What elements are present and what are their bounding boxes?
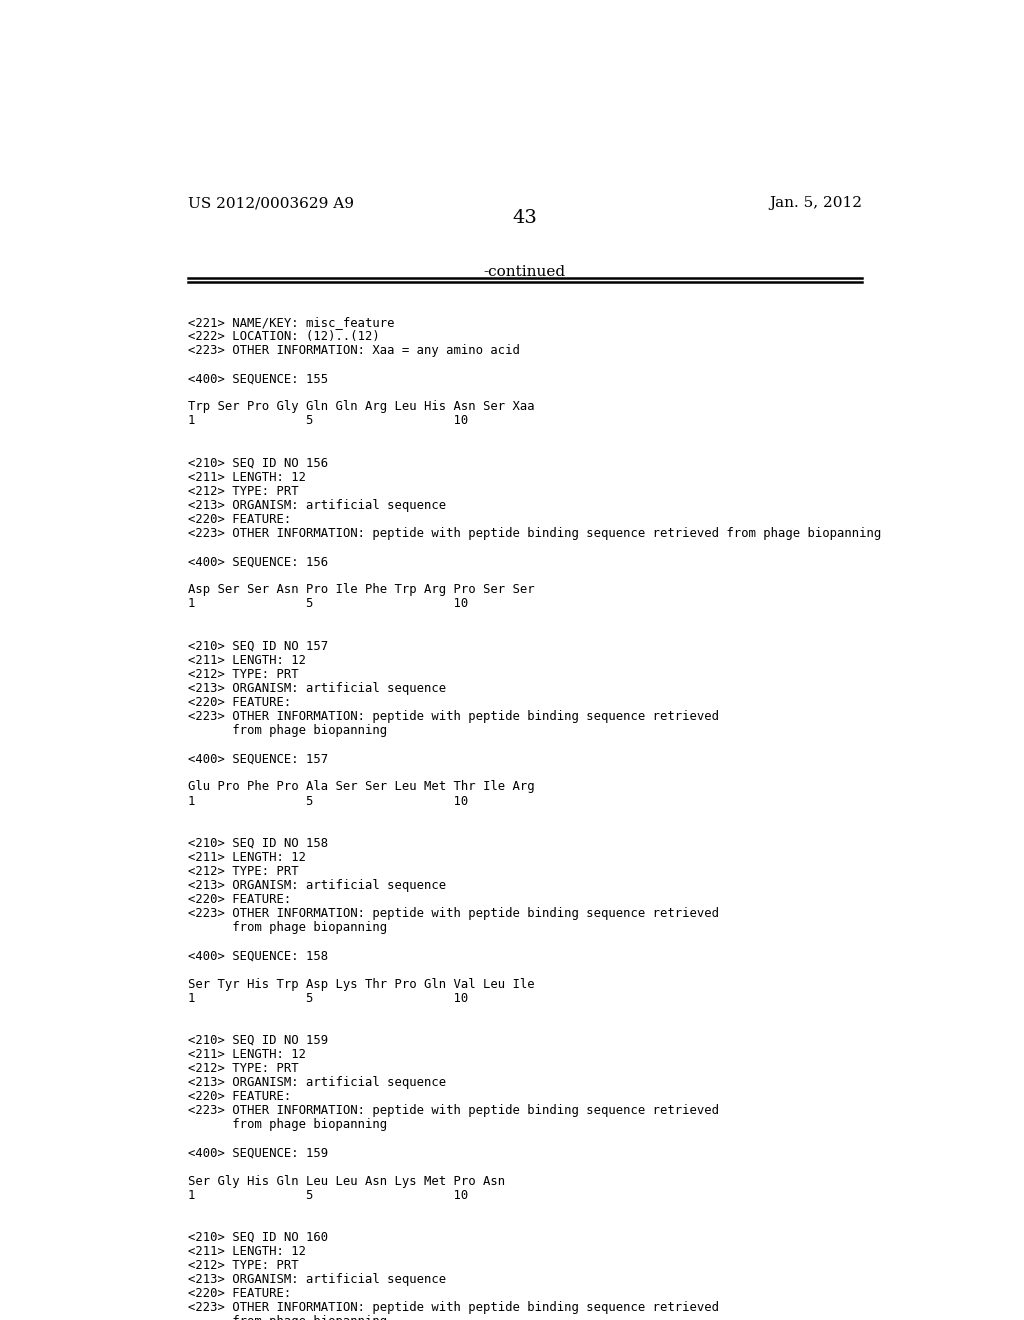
Text: <213> ORGANISM: artificial sequence: <213> ORGANISM: artificial sequence bbox=[187, 1274, 445, 1286]
Text: <211> LENGTH: 12: <211> LENGTH: 12 bbox=[187, 851, 305, 863]
Text: -continued: -continued bbox=[483, 265, 566, 279]
Text: <212> TYPE: PRT: <212> TYPE: PRT bbox=[187, 484, 298, 498]
Text: from phage biopanning: from phage biopanning bbox=[187, 1118, 387, 1131]
Text: 43: 43 bbox=[512, 210, 538, 227]
Text: <210> SEQ ID NO 158: <210> SEQ ID NO 158 bbox=[187, 837, 328, 850]
Text: <220> FEATURE:: <220> FEATURE: bbox=[187, 1090, 291, 1104]
Text: from phage biopanning: from phage biopanning bbox=[187, 921, 387, 935]
Text: <400> SEQUENCE: 155: <400> SEQUENCE: 155 bbox=[187, 372, 328, 385]
Text: <223> OTHER INFORMATION: Xaa = any amino acid: <223> OTHER INFORMATION: Xaa = any amino… bbox=[187, 345, 519, 358]
Text: <212> TYPE: PRT: <212> TYPE: PRT bbox=[187, 865, 298, 878]
Text: <213> ORGANISM: artificial sequence: <213> ORGANISM: artificial sequence bbox=[187, 499, 445, 512]
Text: <223> OTHER INFORMATION: peptide with peptide binding sequence retrieved: <223> OTHER INFORMATION: peptide with pe… bbox=[187, 1105, 719, 1117]
Text: US 2012/0003629 A9: US 2012/0003629 A9 bbox=[187, 195, 353, 210]
Text: <211> LENGTH: 12: <211> LENGTH: 12 bbox=[187, 653, 305, 667]
Text: <210> SEQ ID NO 159: <210> SEQ ID NO 159 bbox=[187, 1034, 328, 1047]
Text: Ser Tyr His Trp Asp Lys Thr Pro Gln Val Leu Ile: Ser Tyr His Trp Asp Lys Thr Pro Gln Val … bbox=[187, 978, 535, 990]
Text: <223> OTHER INFORMATION: peptide with peptide binding sequence retrieved: <223> OTHER INFORMATION: peptide with pe… bbox=[187, 710, 719, 723]
Text: <400> SEQUENCE: 157: <400> SEQUENCE: 157 bbox=[187, 752, 328, 766]
Text: Trp Ser Pro Gly Gln Gln Arg Leu His Asn Ser Xaa: Trp Ser Pro Gly Gln Gln Arg Leu His Asn … bbox=[187, 400, 535, 413]
Text: <212> TYPE: PRT: <212> TYPE: PRT bbox=[187, 1259, 298, 1272]
Text: <220> FEATURE:: <220> FEATURE: bbox=[187, 1287, 291, 1300]
Text: from phage biopanning: from phage biopanning bbox=[187, 1316, 387, 1320]
Text: <211> LENGTH: 12: <211> LENGTH: 12 bbox=[187, 471, 305, 484]
Text: Ser Gly His Gln Leu Leu Asn Lys Met Pro Asn: Ser Gly His Gln Leu Leu Asn Lys Met Pro … bbox=[187, 1175, 505, 1188]
Text: <210> SEQ ID NO 156: <210> SEQ ID NO 156 bbox=[187, 457, 328, 470]
Text: 1               5                   10: 1 5 10 bbox=[187, 991, 468, 1005]
Text: <210> SEQ ID NO 157: <210> SEQ ID NO 157 bbox=[187, 640, 328, 652]
Text: <222> LOCATION: (12)..(12): <222> LOCATION: (12)..(12) bbox=[187, 330, 379, 343]
Text: <213> ORGANISM: artificial sequence: <213> ORGANISM: artificial sequence bbox=[187, 1076, 445, 1089]
Text: <212> TYPE: PRT: <212> TYPE: PRT bbox=[187, 1063, 298, 1074]
Text: <221> NAME/KEY: misc_feature: <221> NAME/KEY: misc_feature bbox=[187, 315, 394, 329]
Text: <213> ORGANISM: artificial sequence: <213> ORGANISM: artificial sequence bbox=[187, 682, 445, 694]
Text: <220> FEATURE:: <220> FEATURE: bbox=[187, 696, 291, 709]
Text: <213> ORGANISM: artificial sequence: <213> ORGANISM: artificial sequence bbox=[187, 879, 445, 892]
Text: <210> SEQ ID NO 160: <210> SEQ ID NO 160 bbox=[187, 1232, 328, 1243]
Text: <400> SEQUENCE: 158: <400> SEQUENCE: 158 bbox=[187, 949, 328, 962]
Text: <220> FEATURE:: <220> FEATURE: bbox=[187, 513, 291, 527]
Text: Asp Ser Ser Asn Pro Ile Phe Trp Arg Pro Ser Ser: Asp Ser Ser Asn Pro Ile Phe Trp Arg Pro … bbox=[187, 583, 535, 597]
Text: <211> LENGTH: 12: <211> LENGTH: 12 bbox=[187, 1245, 305, 1258]
Text: Jan. 5, 2012: Jan. 5, 2012 bbox=[769, 195, 862, 210]
Text: <223> OTHER INFORMATION: peptide with peptide binding sequence retrieved: <223> OTHER INFORMATION: peptide with pe… bbox=[187, 907, 719, 920]
Text: <400> SEQUENCE: 156: <400> SEQUENCE: 156 bbox=[187, 556, 328, 568]
Text: Glu Pro Phe Pro Ala Ser Ser Leu Met Thr Ile Arg: Glu Pro Phe Pro Ala Ser Ser Leu Met Thr … bbox=[187, 780, 535, 793]
Text: <223> OTHER INFORMATION: peptide with peptide binding sequence retrieved from ph: <223> OTHER INFORMATION: peptide with pe… bbox=[187, 527, 881, 540]
Text: 1               5                   10: 1 5 10 bbox=[187, 598, 468, 610]
Text: <212> TYPE: PRT: <212> TYPE: PRT bbox=[187, 668, 298, 681]
Text: <223> OTHER INFORMATION: peptide with peptide binding sequence retrieved: <223> OTHER INFORMATION: peptide with pe… bbox=[187, 1302, 719, 1315]
Text: 1               5                   10: 1 5 10 bbox=[187, 414, 468, 428]
Text: <211> LENGTH: 12: <211> LENGTH: 12 bbox=[187, 1048, 305, 1061]
Text: from phage biopanning: from phage biopanning bbox=[187, 725, 387, 737]
Text: <400> SEQUENCE: 159: <400> SEQUENCE: 159 bbox=[187, 1147, 328, 1159]
Text: 1               5                   10: 1 5 10 bbox=[187, 795, 468, 808]
Text: <220> FEATURE:: <220> FEATURE: bbox=[187, 894, 291, 906]
Text: 1               5                   10: 1 5 10 bbox=[187, 1189, 468, 1201]
